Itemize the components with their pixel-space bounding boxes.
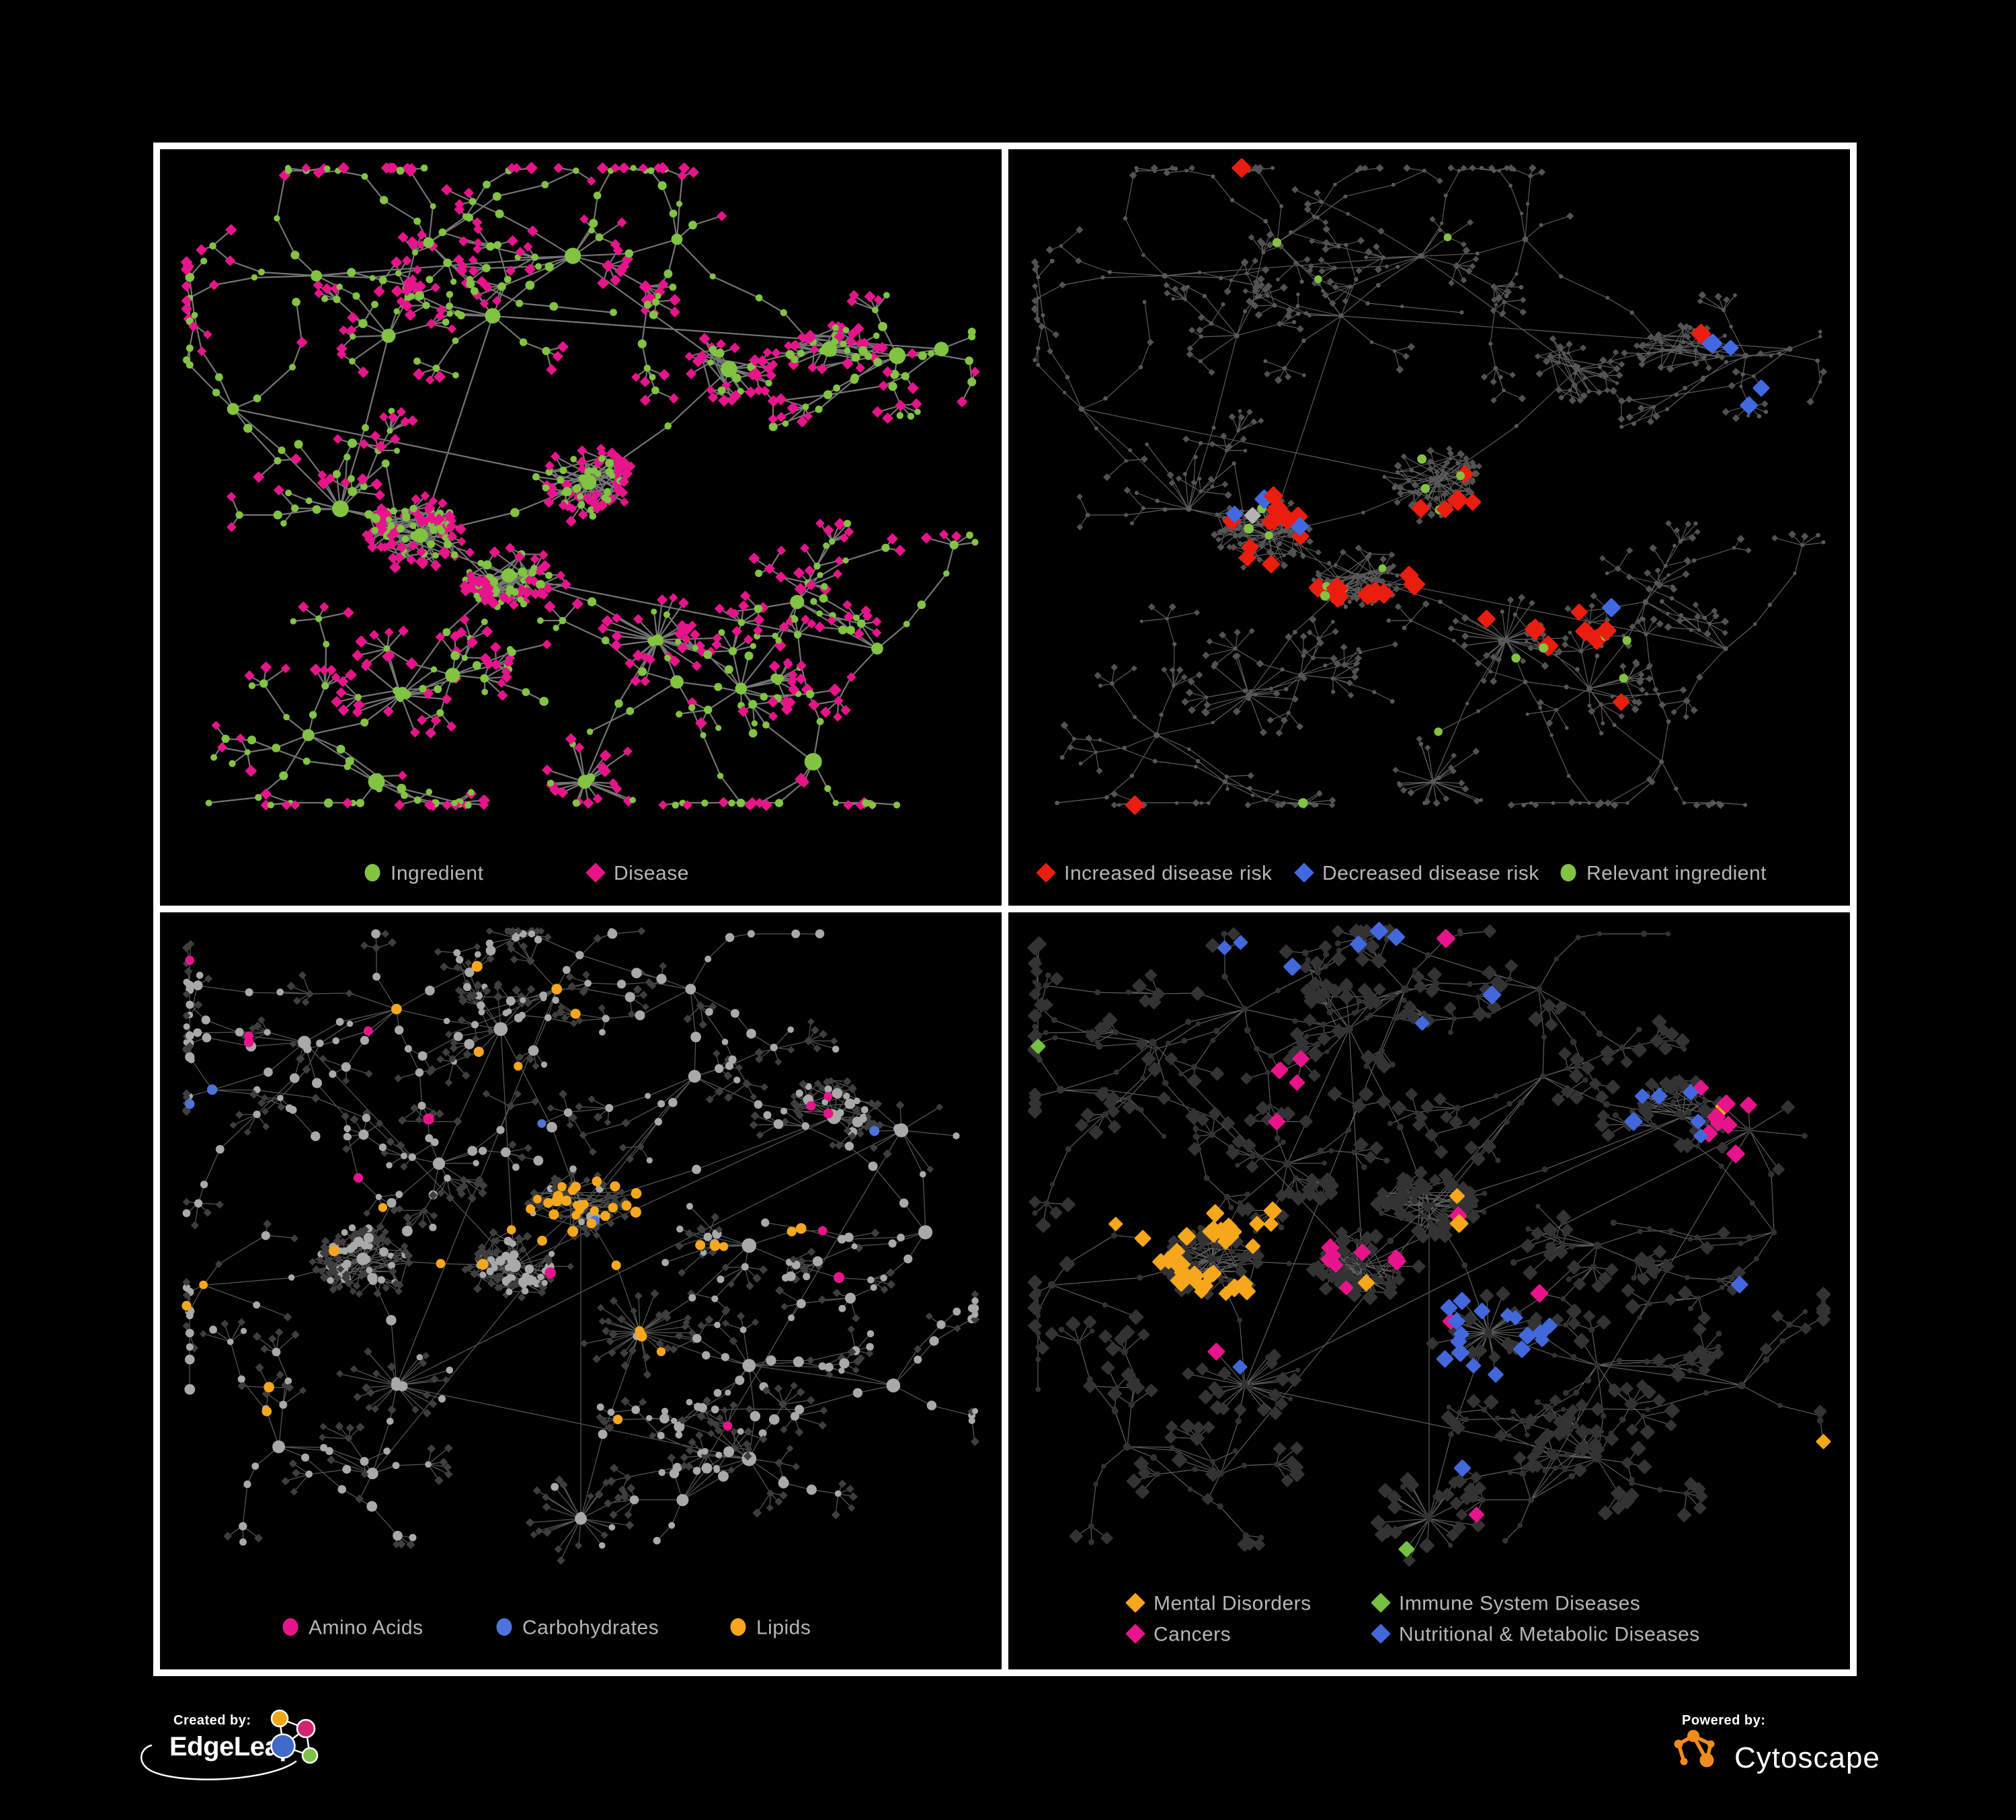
legend-marker-diamond (1125, 1593, 1145, 1613)
network-canvas-disease-category: Mental Disorders Immune System Diseases Ca… (1027, 922, 1831, 1645)
legend-marker-circle (1560, 864, 1576, 881)
powered-by-label: Powered by: (1682, 1713, 1766, 1728)
legend-marker-diamond (586, 863, 606, 883)
legend-label: Lipids (756, 1616, 811, 1638)
legend: Amino Acids Carbohydrates Lipids (282, 1616, 811, 1638)
legend: Mental Disorders Immune System Diseases Ca… (1125, 1592, 1700, 1645)
edgeleap-logo-icon (140, 1709, 319, 1780)
legend-item: Decreased disease risk (1294, 863, 1539, 885)
network-graph (1027, 922, 1831, 1567)
legend-label: Ingredient (391, 863, 484, 885)
legend-item: Ingredient (364, 863, 484, 885)
legend-label: Decreased disease risk (1322, 863, 1539, 885)
legend-item: Lipids (730, 1616, 811, 1638)
figure-frame: Ingredient Disease Increased disease risk… (153, 143, 1857, 1676)
legend-item: Carbohydrates (496, 1616, 659, 1638)
legend-label: Relevant ingredient (1586, 863, 1767, 885)
edgeleap-node-blue (270, 1733, 296, 1759)
network-canvas-ingredient-disease: Ingredient Disease (180, 162, 980, 885)
edgeleap-swoosh (140, 1744, 297, 1780)
legend-item: Nutritional & Metabolic Diseases (1371, 1623, 1700, 1645)
legend-marker-diamond (1125, 1624, 1145, 1644)
legend-item: Disease (586, 863, 689, 885)
legend-marker-circle (282, 1618, 298, 1636)
edgeleap-node-pink (296, 1718, 316, 1739)
legend-item: Mental Disorders (1125, 1592, 1311, 1614)
legend-item: Amino Acids (282, 1616, 424, 1638)
legend: Increased disease risk Decreased disease … (1036, 863, 1767, 885)
legend-marker-circle (364, 864, 380, 881)
panel-disease-category: Mental Disorders Immune System Diseases Ca… (1008, 912, 1850, 1669)
legend-label: Mental Disorders (1154, 1592, 1312, 1614)
network-graph (182, 926, 979, 1565)
legend-item: Relevant ingredient (1560, 863, 1767, 885)
legend-item: Immune System Diseases (1371, 1592, 1640, 1614)
legend-label: Disease (614, 863, 689, 885)
created-by-label: Created by: (173, 1713, 251, 1728)
legend-label: Immune System Diseases (1399, 1592, 1640, 1614)
legend-label: Amino Acids (309, 1616, 424, 1638)
legend-item: Cancers (1125, 1623, 1231, 1645)
cytoscape-logo-nodes (1674, 1730, 1715, 1768)
network-graph (1031, 158, 1827, 815)
legend-marker-circle (730, 1618, 746, 1636)
edgeleap-node-green (301, 1747, 319, 1764)
cytoscape-logo-icon (1674, 1730, 1715, 1768)
panel-disease-risk: Increased disease risk Decreased disease … (1008, 149, 1850, 906)
cytoscape-wordmark: Cytoscape (1734, 1741, 1880, 1774)
legend-label: Increased disease risk (1064, 863, 1273, 885)
network-canvas-nutrient-class: Amino Acids Carbohydrates Lipids (182, 926, 979, 1638)
legend-marker-diamond (1371, 1624, 1391, 1644)
legend-label: Carbohydrates (522, 1616, 659, 1638)
panel-ingredient-disease: Ingredient Disease (160, 149, 1002, 906)
edgeleap-node-orange (270, 1709, 289, 1728)
panel-nutrient-class: Amino Acids Carbohydrates Lipids (160, 912, 1002, 1669)
legend-marker-diamond (1036, 863, 1056, 883)
network-graph (180, 162, 980, 812)
legend: Ingredient Disease (364, 863, 689, 885)
network-canvas-disease-risk: Increased disease risk Decreased disease … (1031, 158, 1827, 885)
legend-marker-diamond (1371, 1593, 1391, 1613)
legend-label: Nutritional & Metabolic Diseases (1399, 1623, 1700, 1645)
legend-marker-circle (496, 1618, 512, 1636)
legend-item: Increased disease risk (1036, 863, 1273, 885)
legend-marker-diamond (1294, 863, 1314, 883)
legend-label: Cancers (1154, 1623, 1231, 1645)
